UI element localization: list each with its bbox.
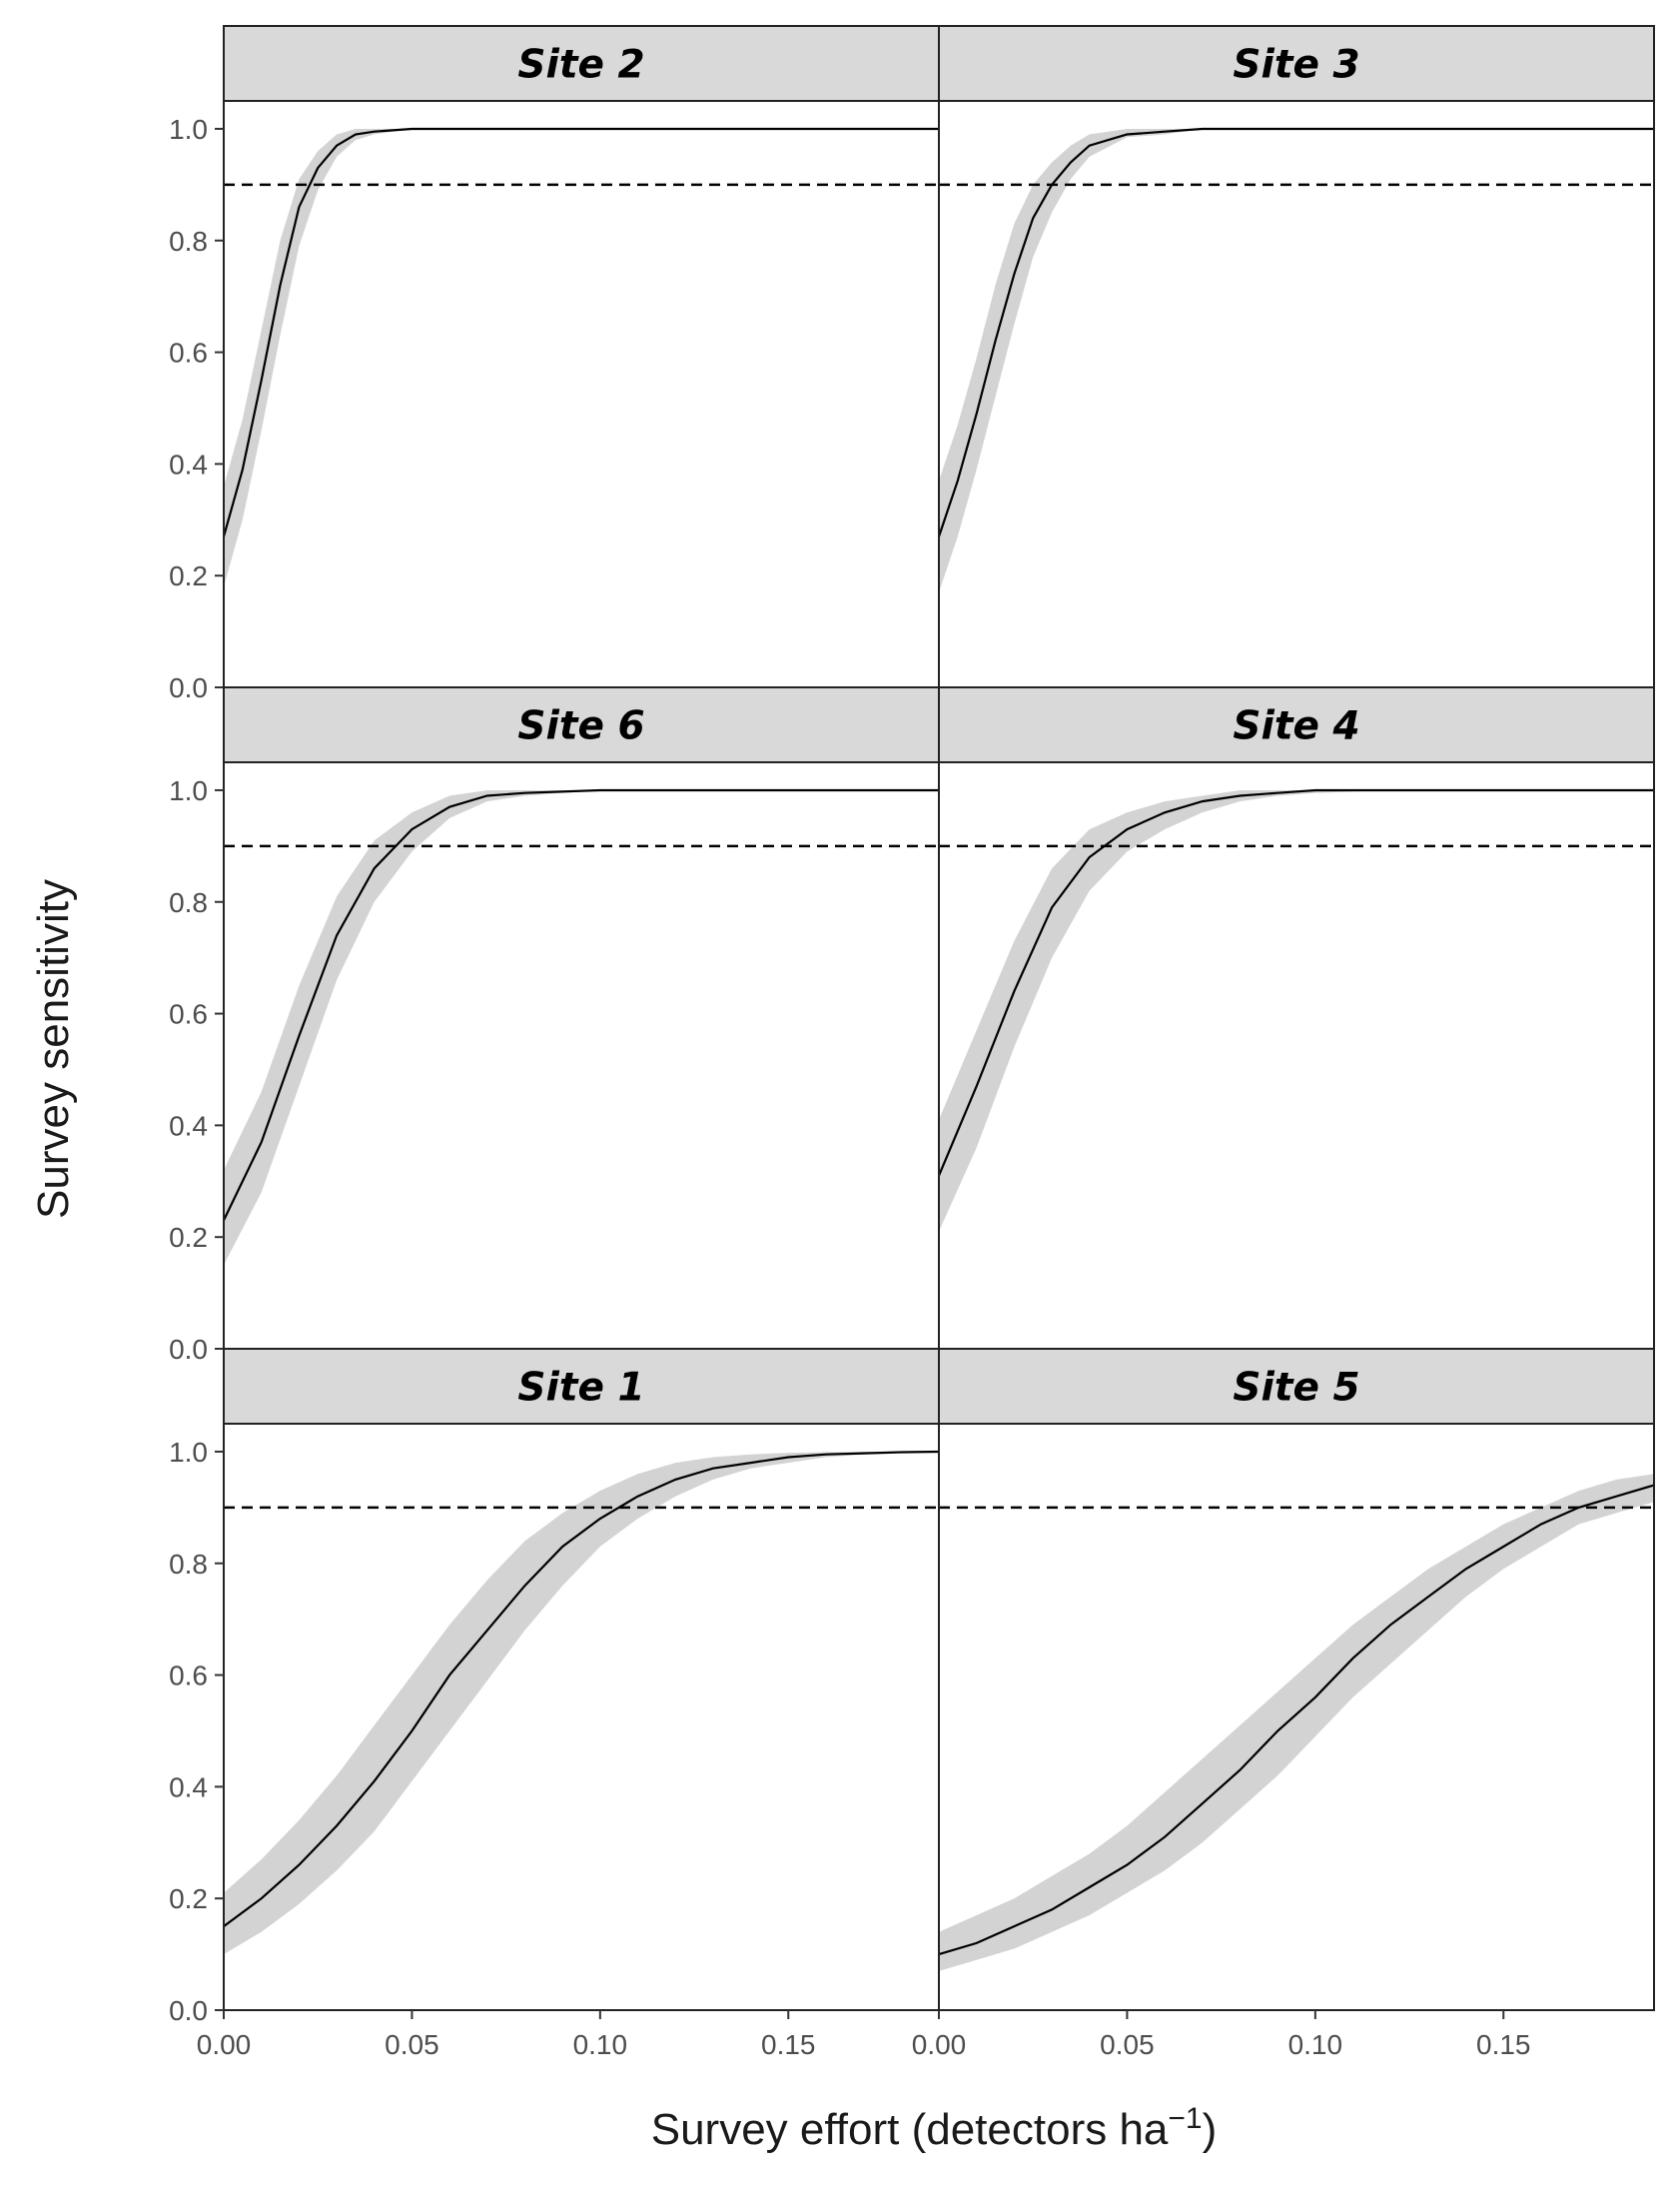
strip-site-3: [939, 26, 1654, 101]
series-line-site-3: [937, 127, 1654, 538]
y-tick-label: 0.4: [169, 1771, 208, 1802]
panel-border-site-6: [223, 686, 940, 1350]
y-axis-title: Survey sensitivity: [29, 879, 78, 1219]
series-line-site-4: [937, 788, 1654, 1177]
y-tick-label: 0.0: [169, 672, 208, 703]
strip-label-site-4: Site 4: [1233, 704, 1359, 749]
x-tick-label: 0.10: [1288, 2029, 1343, 2060]
confidence-band-site-2: [224, 129, 939, 587]
panel-site-5: Site 5 0.00 0.05 0.10 0.15: [912, 1348, 1655, 2060]
strip-label-site-3: Site 3: [1233, 43, 1359, 88]
strip-label-site-5: Site 5: [1233, 1366, 1359, 1411]
x-tick-label: 0.05: [385, 2029, 439, 2060]
panel-border-site-3: [938, 25, 1655, 688]
strip-site-1: [224, 1349, 939, 1424]
panel-border-site-2: [223, 25, 940, 688]
y-tick-label: 1.0: [169, 114, 208, 145]
x-axis-title-main: Survey effort (detectors ha: [651, 2105, 1169, 2154]
y-tick-label: 1.0: [169, 1437, 208, 1468]
x-axis-title-superscript: −1: [1168, 2102, 1202, 2135]
strip-label-site-1: Site 1: [517, 1366, 644, 1411]
y-tick-label: 0.8: [169, 887, 208, 918]
y-tick-label: 0.4: [169, 1110, 208, 1141]
panel-border-site-5: [938, 1348, 1655, 2011]
strip-site-4: [939, 687, 1654, 762]
strip-label-site-2: Site 2: [517, 43, 644, 88]
y-tick-label: 0.6: [169, 1660, 208, 1691]
strip-label-site-6: Site 6: [517, 704, 644, 749]
panel-site-1: Site 1 0.0 0.2 0.4 0.6 0.8 1.0 0.00 0.05 0.10 0.15: [169, 1348, 940, 2060]
y-tick-label: 0.0: [169, 1995, 208, 2026]
y-tick-label: 0.4: [169, 449, 208, 480]
confidence-band-site-6: [224, 790, 939, 1266]
x-tick-label: 0.10: [573, 2029, 628, 2060]
confidence-band-site-1: [224, 1452, 939, 1955]
y-tick-label: 1.0: [169, 775, 208, 806]
x-tick-label: 0.00: [912, 2029, 967, 2060]
x-axis-title: Survey effort (detectors ha−1): [651, 2102, 1218, 2154]
series-line-site-2: [222, 127, 939, 538]
panel-site-2: Site 2 0.0 0.2 0.4 0.6 0.8 1.0: [169, 25, 940, 703]
y-tick-label: 0.8: [169, 226, 208, 257]
y-tick-label: 0.2: [169, 1883, 208, 1914]
panel-site-6: Site 6 0.0 0.2 0.4 0.6 0.8 1.0: [169, 686, 940, 1365]
series-line-site-5: [938, 1484, 1655, 1956]
x-axis-title-close: ): [1203, 2105, 1218, 2154]
panel-border-site-1: [223, 1348, 940, 2011]
y-tick-label: 0.2: [169, 1222, 208, 1253]
y-tick-label: 0.6: [169, 338, 208, 369]
panel-site-3: Site 3: [937, 25, 1655, 688]
x-tick-label: 0.05: [1100, 2029, 1155, 2060]
x-tick-label: 0.15: [761, 2029, 816, 2060]
panel-site-4: Site 4: [937, 686, 1655, 1350]
confidence-band-site-4: [939, 790, 1654, 1232]
y-tick-label: 0.8: [169, 1549, 208, 1580]
series-line-site-6: [223, 788, 939, 1221]
panel-border-site-4: [938, 686, 1655, 1350]
confidence-band-site-3: [939, 129, 1654, 592]
series-line-site-1: [223, 1450, 940, 1927]
strip-site-6: [224, 687, 939, 762]
confidence-band-site-5: [939, 1474, 1654, 1971]
x-tick-label: 0.15: [1476, 2029, 1531, 2060]
y-tick-label: 0.2: [169, 560, 208, 591]
x-tick-label: 0.00: [197, 2029, 252, 2060]
y-tick-label: 0.6: [169, 999, 208, 1030]
y-tick-label: 0.0: [169, 1334, 208, 1365]
strip-site-2: [224, 26, 939, 101]
strip-site-5: [939, 1349, 1654, 1424]
